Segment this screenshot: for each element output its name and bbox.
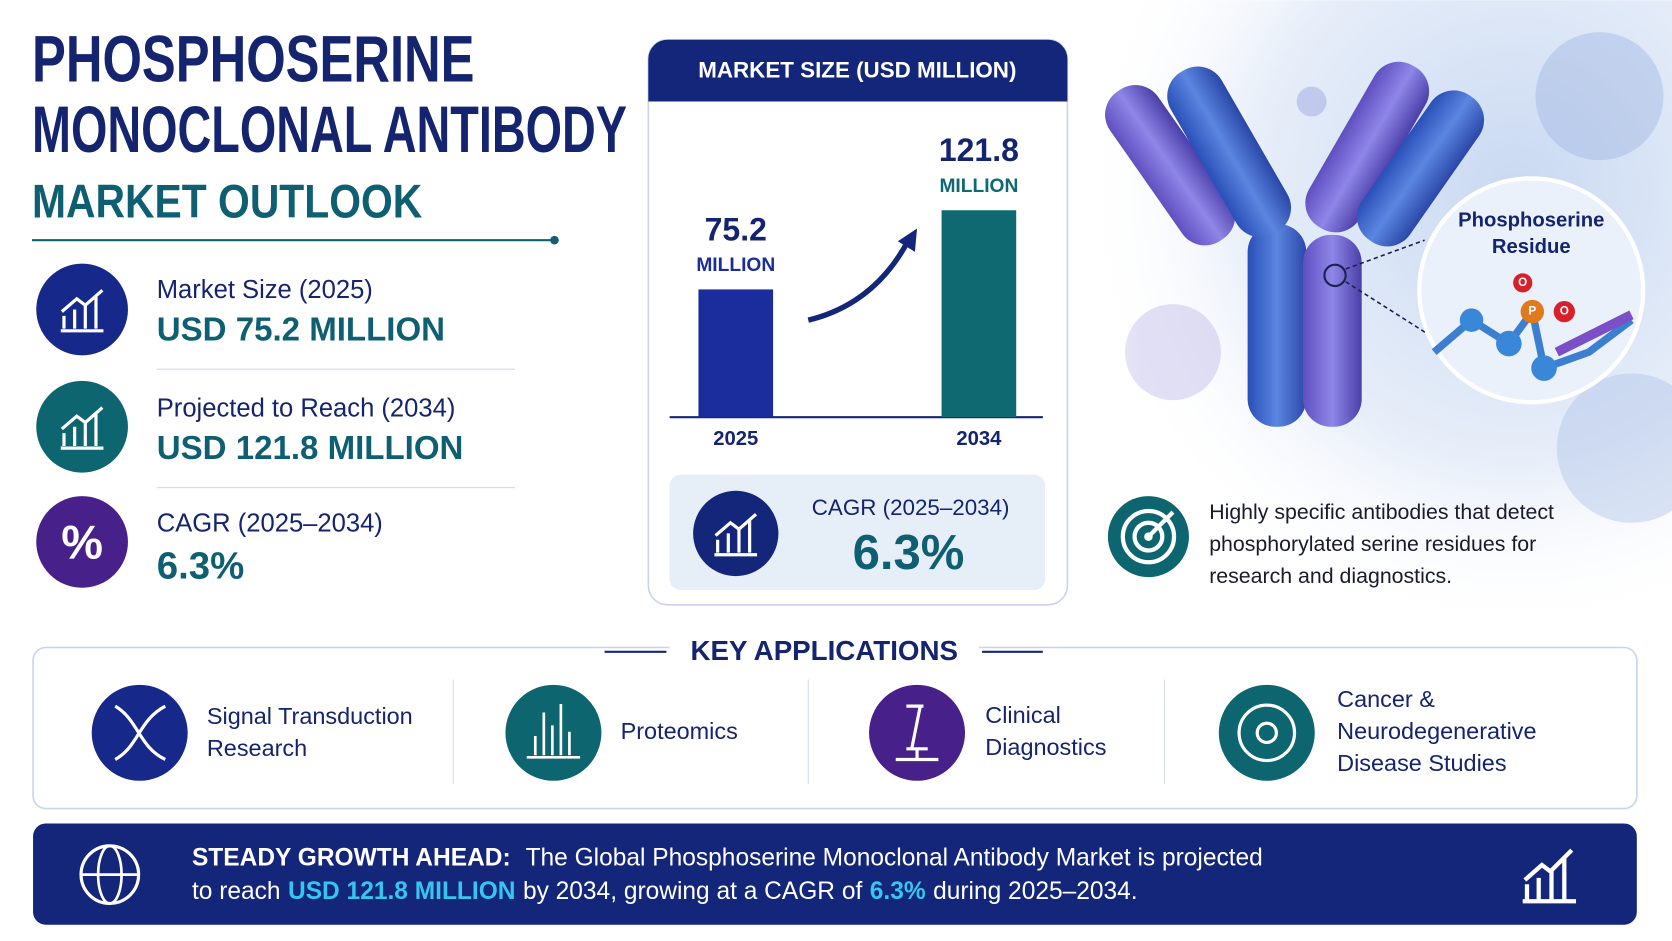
application-label: Cancer & bbox=[1337, 686, 1435, 712]
bar bbox=[941, 210, 1017, 418]
antibody-illustration bbox=[1105, 61, 1485, 427]
description-line: phosphorylated serine residues for bbox=[1209, 532, 1536, 556]
description-line: research and diagnostics. bbox=[1209, 564, 1452, 588]
footer-line: to reach USD 121.8 MILLION by 2034, growin… bbox=[192, 878, 1138, 905]
footer-text: The Global Phosphoserine Monoclonal Anti… bbox=[526, 845, 1263, 872]
application-label: Disease Studies bbox=[1337, 750, 1506, 776]
divider-dot bbox=[550, 235, 559, 245]
application-label: Clinical bbox=[985, 702, 1061, 728]
value-unit: MILLION bbox=[939, 176, 1018, 197]
description: Highly specific antibodies that detect p… bbox=[1107, 496, 1554, 588]
application-label: Neurodegenerative bbox=[1337, 718, 1536, 744]
application-label: Proteomics bbox=[621, 718, 738, 744]
cagr-value: 6.3% bbox=[853, 526, 965, 580]
x-tick-label: 2034 bbox=[956, 428, 1002, 450]
value-label: 75.2 bbox=[705, 211, 767, 247]
cagr-label: CAGR (2025–2034) bbox=[812, 495, 1010, 520]
inset-title: Residue bbox=[1492, 236, 1571, 258]
stat-label: Market Size (2025) bbox=[157, 276, 373, 304]
footer-line: STEADY GROWTH AHEAD: The Global Phosphose… bbox=[192, 845, 1263, 872]
x-tick-label: 2025 bbox=[713, 428, 758, 450]
description-line: Highly specific antibodies that detect bbox=[1209, 500, 1554, 524]
stat-value: USD 75.2 MILLION bbox=[157, 312, 445, 349]
chart-icon bbox=[60, 289, 104, 450]
cagr-icon-glyph bbox=[714, 513, 758, 557]
value-unit: MILLION bbox=[696, 255, 775, 276]
chart-title: MARKET SIZE (USD MILLION) bbox=[698, 58, 1016, 83]
footer: STEADY GROWTH AHEAD: The Global Phosphose… bbox=[33, 823, 1637, 925]
subtitle: MARKET OUTLOOK bbox=[32, 175, 422, 227]
growth-arrowhead bbox=[897, 228, 918, 252]
application-label: Research bbox=[207, 735, 307, 761]
atom-label: O bbox=[1518, 276, 1527, 289]
atom-label: P bbox=[1528, 305, 1536, 318]
growth-arrow bbox=[807, 238, 911, 323]
application-label: Signal Transduction bbox=[207, 703, 413, 729]
stat-value: USD 121.8 MILLION bbox=[157, 430, 464, 467]
footer-label: STEADY GROWTH AHEAD: bbox=[192, 845, 511, 872]
stat-value: 6.3% bbox=[157, 545, 244, 588]
value-label: 121.8 bbox=[939, 132, 1019, 168]
residue-inset: Phosphoserine Residue O P O bbox=[1417, 176, 1646, 405]
footer-text: during 2025–2034. bbox=[933, 878, 1137, 905]
stat-label: CAGR (2025–2034) bbox=[157, 510, 383, 538]
inset-title: Phosphoserine bbox=[1458, 209, 1604, 231]
footer-text: by 2034, growing at a CAGR of bbox=[523, 878, 863, 905]
percent-icon: % bbox=[61, 517, 103, 569]
stat-label: Projected to Reach (2034) bbox=[157, 394, 456, 422]
title: MONOCLONAL ANTIBODY bbox=[32, 93, 627, 167]
footer-highlight: USD 121.8 MILLION bbox=[288, 878, 516, 905]
atom-label: O bbox=[1560, 305, 1569, 318]
bar bbox=[698, 289, 774, 418]
chart-panel: MARKET SIZE (USD MILLION) CAGR (2025–203… bbox=[647, 38, 1069, 606]
footer-highlight: 6.3% bbox=[870, 878, 926, 905]
stats: % Market Size (2025) USD 75.2 MILLION Pr… bbox=[36, 263, 516, 588]
application-label: Diagnostics bbox=[985, 734, 1106, 760]
title: PHOSPHOSERINE bbox=[32, 23, 475, 97]
footer-text: to reach bbox=[192, 878, 281, 905]
cagr-icon bbox=[693, 490, 779, 577]
applications: KEY APPLICATIONS Signal Transduction Res… bbox=[32, 634, 1638, 810]
section-title: KEY APPLICATIONS bbox=[691, 635, 958, 666]
